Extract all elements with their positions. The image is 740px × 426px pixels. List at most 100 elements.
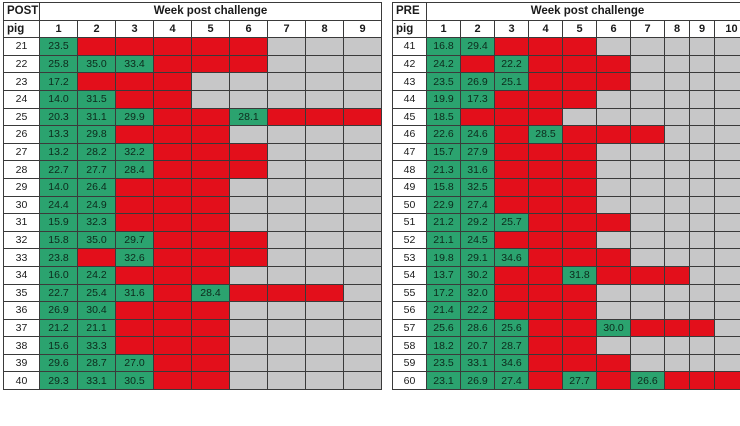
table-row: 59 23.5 33.1 34.6 (392, 353, 740, 373)
pig-id: 31 (3, 213, 40, 232)
red-cell (528, 195, 563, 215)
grey-cell (305, 195, 344, 215)
grey-cell (689, 160, 715, 179)
value-cell: 29.4 (460, 37, 495, 56)
grey-cell (305, 142, 344, 162)
red-cell (305, 107, 344, 127)
red-cell (153, 37, 192, 56)
red-cell (562, 230, 597, 250)
red-cell (342, 107, 383, 127)
red-cell (153, 213, 192, 232)
pig-id: 46 (392, 125, 427, 144)
week-header: 4 (153, 19, 192, 39)
red-cell (191, 213, 230, 232)
grey-cell (630, 54, 665, 74)
grey-cell (267, 125, 306, 144)
red-cell (153, 195, 192, 215)
grey-cell (689, 230, 715, 250)
pig-id: 48 (392, 160, 427, 179)
pig-id: 24 (3, 89, 40, 109)
grey-cell (229, 301, 268, 320)
value-cell: 23.5 (39, 37, 78, 56)
pig-id: 44 (392, 89, 427, 109)
red-cell (528, 371, 563, 391)
grey-cell (267, 213, 306, 232)
table-row: 21 23.5 (3, 37, 383, 56)
grey-cell (630, 160, 665, 179)
grey-cell (267, 230, 306, 250)
value-cell: 28.2 (77, 142, 116, 162)
value-cell: 26.6 (630, 371, 665, 391)
table-row: 49 15.8 32.5 (392, 177, 740, 197)
red-cell (562, 353, 597, 373)
table-row: 57 25.6 28.6 25.6 30.0 (392, 318, 740, 338)
grey-cell (664, 142, 690, 162)
grey-cell (596, 142, 631, 162)
grey-cell (305, 265, 344, 285)
grey-cell (689, 336, 715, 355)
pig-id: 30 (3, 195, 40, 215)
red-cell (460, 54, 495, 74)
grey-cell (342, 248, 383, 267)
red-cell (191, 371, 230, 391)
grey-cell (229, 353, 268, 373)
table-row: 47 15.7 27.9 (392, 142, 740, 162)
value-cell: 15.9 (39, 213, 78, 232)
table-row: 32 15.8 35.0 29.7 (3, 230, 383, 250)
red-cell (494, 160, 529, 179)
week-header: 9 (689, 19, 715, 39)
table-row: 51 21.2 29.2 25.7 (392, 213, 740, 232)
red-cell (494, 89, 529, 109)
pig-id: 42 (392, 54, 427, 74)
value-cell: 34.6 (494, 353, 529, 373)
red-cell (596, 371, 631, 391)
red-cell (153, 283, 192, 303)
value-cell: 14.0 (39, 89, 78, 109)
grey-cell (689, 89, 715, 109)
pig-id: 35 (3, 283, 40, 303)
grey-cell (664, 301, 690, 320)
red-cell (191, 248, 230, 267)
red-cell (153, 177, 192, 197)
grey-cell (342, 230, 383, 250)
value-cell: 25.7 (494, 213, 529, 232)
table-row: 22 25.8 35.0 33.4 (3, 54, 383, 74)
grey-cell (713, 125, 740, 144)
value-cell: 24.4 (39, 195, 78, 215)
red-cell (115, 177, 154, 197)
grey-cell (342, 371, 383, 391)
pig-id: 45 (392, 107, 427, 127)
grey-cell (305, 177, 344, 197)
value-cell: 29.2 (460, 213, 495, 232)
grey-cell (689, 195, 715, 215)
table-row: 43 23.5 26.9 25.1 (392, 72, 740, 91)
value-cell: 21.1 (426, 230, 461, 250)
grey-cell (713, 353, 740, 373)
grey-cell (229, 265, 268, 285)
value-cell: 22.9 (426, 195, 461, 215)
grey-cell (664, 230, 690, 250)
pig-id: 57 (392, 318, 427, 338)
grey-cell (596, 107, 631, 127)
grey-cell (305, 248, 344, 267)
value-cell: 16.0 (39, 265, 78, 285)
red-cell (494, 301, 529, 320)
grey-cell (713, 248, 740, 267)
value-cell: 19.8 (426, 248, 461, 267)
red-cell (689, 318, 715, 338)
table-row: 25 20.3 31.1 29.9 28.1 (3, 107, 383, 127)
grey-cell (689, 248, 715, 267)
table-row: 33 23.8 32.6 (3, 248, 383, 267)
table-row: 27 13.2 28.2 32.2 (3, 142, 383, 162)
grey-cell (267, 89, 306, 109)
red-cell (664, 371, 690, 391)
value-cell: 22.6 (426, 125, 461, 144)
grey-cell (664, 89, 690, 109)
grey-cell (596, 336, 631, 355)
table-row: 53 19.8 29.1 34.6 (392, 248, 740, 267)
red-cell (153, 248, 192, 267)
red-cell (562, 37, 597, 56)
grey-cell (664, 160, 690, 179)
grey-cell (630, 195, 665, 215)
value-cell: 24.6 (460, 125, 495, 144)
